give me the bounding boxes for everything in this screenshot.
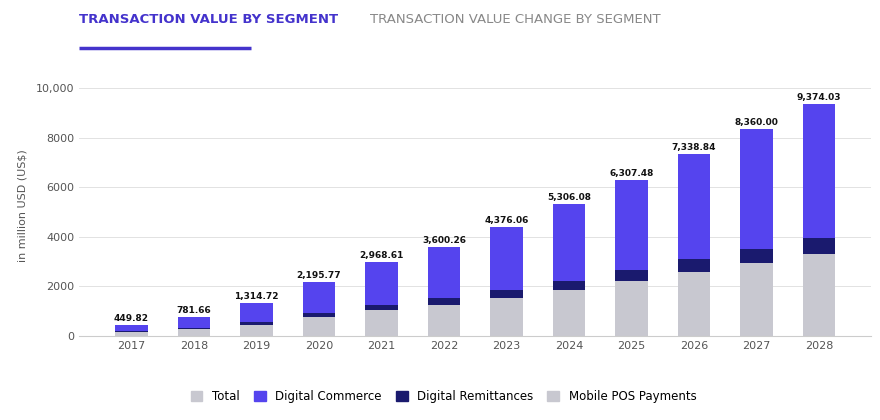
Bar xyxy=(678,259,710,272)
Bar xyxy=(240,303,273,336)
Text: TRANSACTION VALUE CHANGE BY SEGMENT: TRANSACTION VALUE CHANGE BY SEGMENT xyxy=(370,13,660,26)
Text: 449.82: 449.82 xyxy=(114,314,149,323)
Legend: Total, Digital Commerce, Digital Remittances, Mobile POS Payments: Total, Digital Commerce, Digital Remitta… xyxy=(191,390,696,403)
Bar xyxy=(115,325,148,331)
Bar xyxy=(803,103,835,336)
Bar xyxy=(240,303,273,322)
Bar xyxy=(553,205,585,281)
Bar xyxy=(615,270,648,281)
Bar xyxy=(678,154,710,336)
Bar xyxy=(490,228,523,290)
Bar xyxy=(303,313,335,317)
Bar xyxy=(428,247,460,336)
Bar xyxy=(365,262,398,305)
Bar xyxy=(553,205,585,336)
Bar xyxy=(365,262,398,336)
Text: 6,307.48: 6,307.48 xyxy=(609,168,654,178)
Bar xyxy=(365,305,398,310)
Text: 7,338.84: 7,338.84 xyxy=(671,143,716,152)
Bar xyxy=(615,180,648,336)
Bar xyxy=(740,129,773,249)
Bar xyxy=(240,322,273,325)
Bar xyxy=(803,238,835,254)
Text: 2,195.77: 2,195.77 xyxy=(297,270,341,280)
Text: 781.66: 781.66 xyxy=(177,306,211,315)
Text: 4,376.06: 4,376.06 xyxy=(484,216,529,226)
Text: TRANSACTION VALUE BY SEGMENT: TRANSACTION VALUE BY SEGMENT xyxy=(79,13,338,26)
Bar xyxy=(615,180,648,270)
Text: 3,600.26: 3,600.26 xyxy=(422,236,466,245)
Bar xyxy=(303,281,335,313)
Bar xyxy=(740,249,773,263)
Text: 2,968.61: 2,968.61 xyxy=(359,252,404,260)
Text: 9,374.03: 9,374.03 xyxy=(796,92,841,102)
Text: 5,306.08: 5,306.08 xyxy=(547,194,591,202)
Text: 8,360.00: 8,360.00 xyxy=(735,118,779,127)
Bar xyxy=(490,290,523,298)
Bar xyxy=(803,103,835,238)
Bar xyxy=(428,247,460,298)
Bar xyxy=(115,331,148,332)
Bar xyxy=(740,129,773,336)
Text: 1,314.72: 1,314.72 xyxy=(234,292,279,302)
Bar xyxy=(115,325,148,336)
Bar xyxy=(678,154,710,259)
Bar xyxy=(303,281,335,336)
Bar xyxy=(490,228,523,336)
Bar xyxy=(178,317,210,336)
Bar xyxy=(178,317,210,328)
Bar xyxy=(553,281,585,290)
Y-axis label: in million USD (US$): in million USD (US$) xyxy=(18,150,27,262)
Bar xyxy=(178,328,210,329)
Bar xyxy=(428,298,460,304)
